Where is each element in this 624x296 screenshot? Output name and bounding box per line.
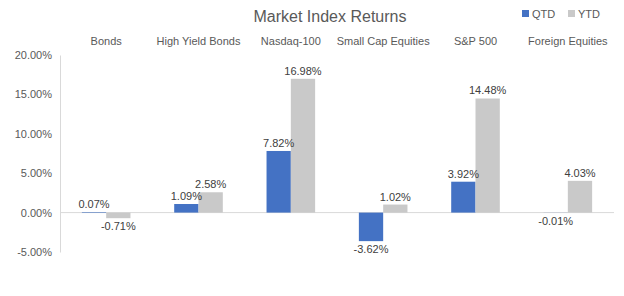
data-label: 2.58% [195,178,226,190]
bar [82,212,106,214]
data-label: -3.62% [354,243,389,255]
y-tick: -5.00% [17,246,60,258]
x-axis: Bonds High Yield Bonds Nasdaq-100 Small Cap… [91,35,609,47]
x-tick: Nasdaq-100 [261,35,321,47]
y-axis: -5.00% 0.00% 5.00% 10.00% 15.00% 20.00% [15,49,61,258]
bar [291,79,315,213]
y-tick: 10.00% [15,128,60,140]
bar [544,212,568,213]
y-tick: 0.00% [21,207,60,219]
data-label: 0.07% [78,198,109,210]
zero-line [60,212,614,213]
data-label: 3.92% [448,168,479,180]
x-tick: High Yield Bonds [157,35,241,47]
bars [82,79,592,241]
data-label: 7.82% [263,137,294,149]
legend-swatch [568,10,575,17]
data-label: 4.03% [564,167,595,179]
x-tick: Small Cap Equities [337,35,430,47]
data-labels: 0.07% 1.09% 7.82% -3.62% 3.92% -0.01% -0.71% 2.… [78,65,595,255]
y-tick-label: 15.00% [15,88,53,100]
x-tick: Foreign Equities [528,35,608,47]
bar [451,182,475,213]
y-tick: 20.00% [15,49,60,61]
bar [174,204,198,213]
legend-label: QTD [532,8,555,20]
category-label: High Yield Bonds [157,35,241,47]
bar [106,213,130,219]
y-tick-label: 0.00% [21,207,52,219]
data-label: 16.98% [284,65,322,77]
category-label: Small Cap Equities [337,35,430,47]
y-tick-label: 10.00% [15,128,53,140]
data-label: -0.01% [538,215,573,227]
bar [383,205,407,213]
bar [476,98,500,212]
y-tick-label: 5.00% [21,167,52,179]
category-label: Nasdaq-100 [261,35,321,47]
x-tick: Bonds [91,35,123,47]
category-label: Foreign Equities [528,35,608,47]
y-tick: 5.00% [21,167,60,179]
bar [199,192,223,212]
x-tick: S&P 500 [454,35,497,47]
legend-swatch [522,10,529,17]
legend: QTD YTD [522,8,600,20]
bar [267,151,291,213]
chart: Market Index Returns -5.00% 0.00% 5.00% 10.0… [0,0,624,296]
data-label: 14.48% [469,84,507,96]
category-label: Bonds [91,35,123,47]
bar [359,213,383,242]
data-label: -0.71% [101,220,136,232]
bar [568,181,592,213]
data-label: 1.02% [380,191,411,203]
y-tick: 15.00% [15,88,60,100]
category-label: S&P 500 [454,35,497,47]
data-label: 1.09% [171,190,202,202]
y-tick-label: 20.00% [15,49,53,61]
y-axis-line [60,56,61,253]
legend-label: YTD [578,8,600,20]
chart-title: Market Index Returns [254,8,407,25]
y-tick-label: -5.00% [17,246,52,258]
